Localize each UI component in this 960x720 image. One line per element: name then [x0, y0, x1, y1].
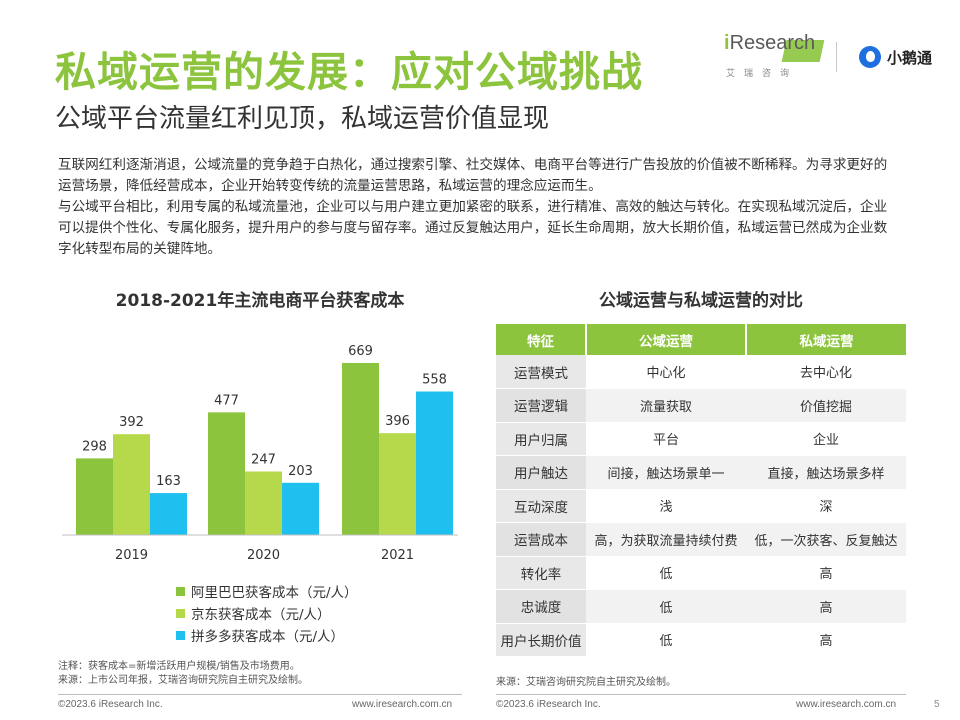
table-row: 用户归属 平台 企业: [496, 422, 906, 456]
data-label: 203: [288, 464, 313, 479]
intro-text: 互联网红利逐渐消退，公域流量的竞争趋于白热化，通过搜索引擎、社交媒体、电商平台等…: [58, 155, 900, 260]
x-tick-label: 2019: [115, 548, 148, 563]
bar-2019-series-2: [150, 493, 187, 535]
comparison-table: 特征 公域运营 私域运营 运营模式 中心化 去中心化 运营逻辑 流量获取 价值挖…: [496, 324, 906, 657]
legend-item-alibaba: 阿里巴巴获客成本（元/人）: [176, 580, 358, 602]
partner-name: 小鹅通: [887, 48, 933, 67]
row-private-value: 低，一次获客、反复触达: [746, 522, 906, 557]
legend-label: 阿里巴巴获客成本（元/人）: [191, 585, 358, 601]
row-feature: 运营成本: [496, 522, 586, 557]
bar-2020-series-0: [208, 412, 245, 535]
row-private-value: 直接，触达场景多样: [746, 455, 906, 490]
chart-legend: 阿里巴巴获客成本（元/人） 京东获客成本（元/人） 拼多多获客成本（元/人）: [176, 580, 358, 646]
table-row: 运营模式 中心化 去中心化: [496, 355, 906, 389]
table-row: 忠诚度 低 高: [496, 589, 906, 624]
legend-swatch: [176, 608, 185, 618]
bar-2021-series-1: [379, 433, 416, 535]
intro-paragraph-1: 互联网红利逐渐消退，公域流量的竞争趋于白热化，通过搜索引擎、社交媒体、电商平台等…: [58, 157, 888, 194]
header-feature: 特征: [496, 324, 587, 355]
page-title: 私域运营的发展：应对公域挑战: [55, 48, 643, 96]
legend-swatch: [176, 630, 185, 640]
footer-copyright-right: ©2023.6 iResearch Inc.: [496, 699, 601, 710]
row-feature: 用户长期价值: [496, 623, 586, 657]
header-public: 公域运营: [586, 324, 747, 355]
logo-divider: [836, 42, 837, 72]
data-label: 558: [422, 373, 447, 388]
row-public-value: 间接，触达场景单一: [586, 455, 746, 490]
row-feature: 忠诚度: [496, 589, 586, 624]
table-row: 用户触达 间接，触达场景单一 直接，触达场景多样: [496, 455, 906, 490]
table-row: 用户长期价值 低 高: [496, 623, 906, 657]
row-private-value: 深: [746, 489, 906, 523]
footer-divider-left: [58, 694, 462, 695]
chart-note: 注释：获客成本=新增活跃用户规模/销售及市场费用。: [58, 661, 300, 672]
row-feature: 互动深度: [496, 489, 586, 523]
legend-item-pdd: 拼多多获客成本（元/人）: [176, 624, 358, 646]
row-feature: 用户触达: [496, 455, 586, 490]
bar-2019-series-1: [113, 434, 150, 535]
footer-copyright-left: ©2023.6 iResearch Inc.: [58, 699, 163, 710]
row-public-value: 中心化: [586, 355, 746, 389]
chart-notes: 注释：获客成本=新增活跃用户规模/销售及市场费用。 来源：上市公司年报，艾瑞咨询…: [58, 660, 308, 688]
header-private: 私域运营: [746, 324, 906, 355]
logo-cn-text: 艾瑞咨询: [726, 69, 799, 79]
intro-paragraph-2: 与公域平台相比，利用专属的私域流量池，企业可以与用户建立更加紧密的联系，进行精准…: [58, 199, 888, 257]
chart-title: 2018-2021年主流电商平台获客成本: [115, 291, 405, 311]
bar-2021-series-2: [416, 391, 453, 535]
chart-source: 来源：上市公司年报，艾瑞咨询研究院自主研究及绘制。: [58, 675, 308, 686]
legend-swatch: [176, 586, 185, 596]
bar-2021-series-0: [342, 362, 379, 535]
footer-url-left: www.iresearch.com.cn: [352, 699, 453, 710]
data-label: 396: [385, 414, 410, 429]
data-label: 392: [119, 415, 144, 430]
footer-url-right: www.iresearch.com.cn: [796, 699, 897, 710]
data-label: 477: [214, 393, 239, 408]
row-public-value: 浅: [586, 489, 746, 523]
x-tick-label: 2020: [247, 548, 280, 563]
row-private-value: 企业: [746, 422, 906, 456]
row-private-value: 价值挖掘: [746, 388, 906, 423]
bar-2020-series-2: [282, 482, 319, 535]
bar-chart: 298 392 163 2019 477 247 203 2020 669 396 558 2021: [62, 344, 458, 563]
row-public-value: 高，为获取流量持续付费: [586, 522, 746, 557]
legend-label: 京东获客成本（元/人）: [191, 607, 331, 623]
table-title: 公域运营与私域运营的对比: [599, 291, 803, 311]
table-row: 互动深度 浅 深: [496, 489, 906, 523]
table-row: 转化率 低 高: [496, 556, 906, 590]
row-public-value: 低: [586, 556, 746, 590]
x-tick-label: 2021: [381, 548, 414, 563]
data-label: 298: [82, 439, 107, 454]
table-row: 运营逻辑 流量获取 价值挖掘: [496, 388, 906, 423]
row-public-value: 流量获取: [586, 388, 746, 423]
row-private-value: 去中心化: [746, 355, 906, 389]
footer-divider-right: [496, 694, 906, 695]
row-private-value: 高: [746, 589, 906, 624]
bar-2020-series-1: [245, 471, 282, 535]
row-feature: 转化率: [496, 556, 586, 590]
data-label: 163: [156, 474, 181, 489]
bird-icon: [859, 46, 881, 68]
data-label: 669: [348, 344, 373, 359]
row-feature: 运营逻辑: [496, 388, 586, 423]
page-number: 5: [934, 699, 940, 710]
row-private-value: 高: [746, 556, 906, 590]
data-label: 247: [251, 452, 276, 467]
iresearch-logo: iResearch 艾瑞咨询: [724, 32, 825, 84]
row-feature: 运营模式: [496, 355, 586, 389]
bar-2019-series-0: [76, 458, 113, 535]
row-private-value: 高: [746, 623, 906, 657]
table-source: 来源：艾瑞咨询研究院自主研究及绘制。: [496, 677, 676, 688]
partner-logo: 小鹅通: [859, 45, 932, 69]
row-public-value: 平台: [586, 422, 746, 456]
logo-wordmark: iResearch: [724, 32, 816, 54]
legend-label: 拼多多获客成本（元/人）: [191, 629, 345, 645]
table-row: 运营成本 高，为获取流量持续付费 低，一次获客、反复触达: [496, 522, 906, 557]
table-header-row: 特征 公域运营 私域运营: [496, 324, 906, 355]
row-public-value: 低: [586, 589, 746, 624]
row-public-value: 低: [586, 623, 746, 657]
page-subtitle: 公域平台流量红利见顶，私域运营价值显现: [55, 104, 550, 134]
row-feature: 用户归属: [496, 422, 586, 456]
legend-item-jd: 京东获客成本（元/人）: [176, 602, 358, 624]
